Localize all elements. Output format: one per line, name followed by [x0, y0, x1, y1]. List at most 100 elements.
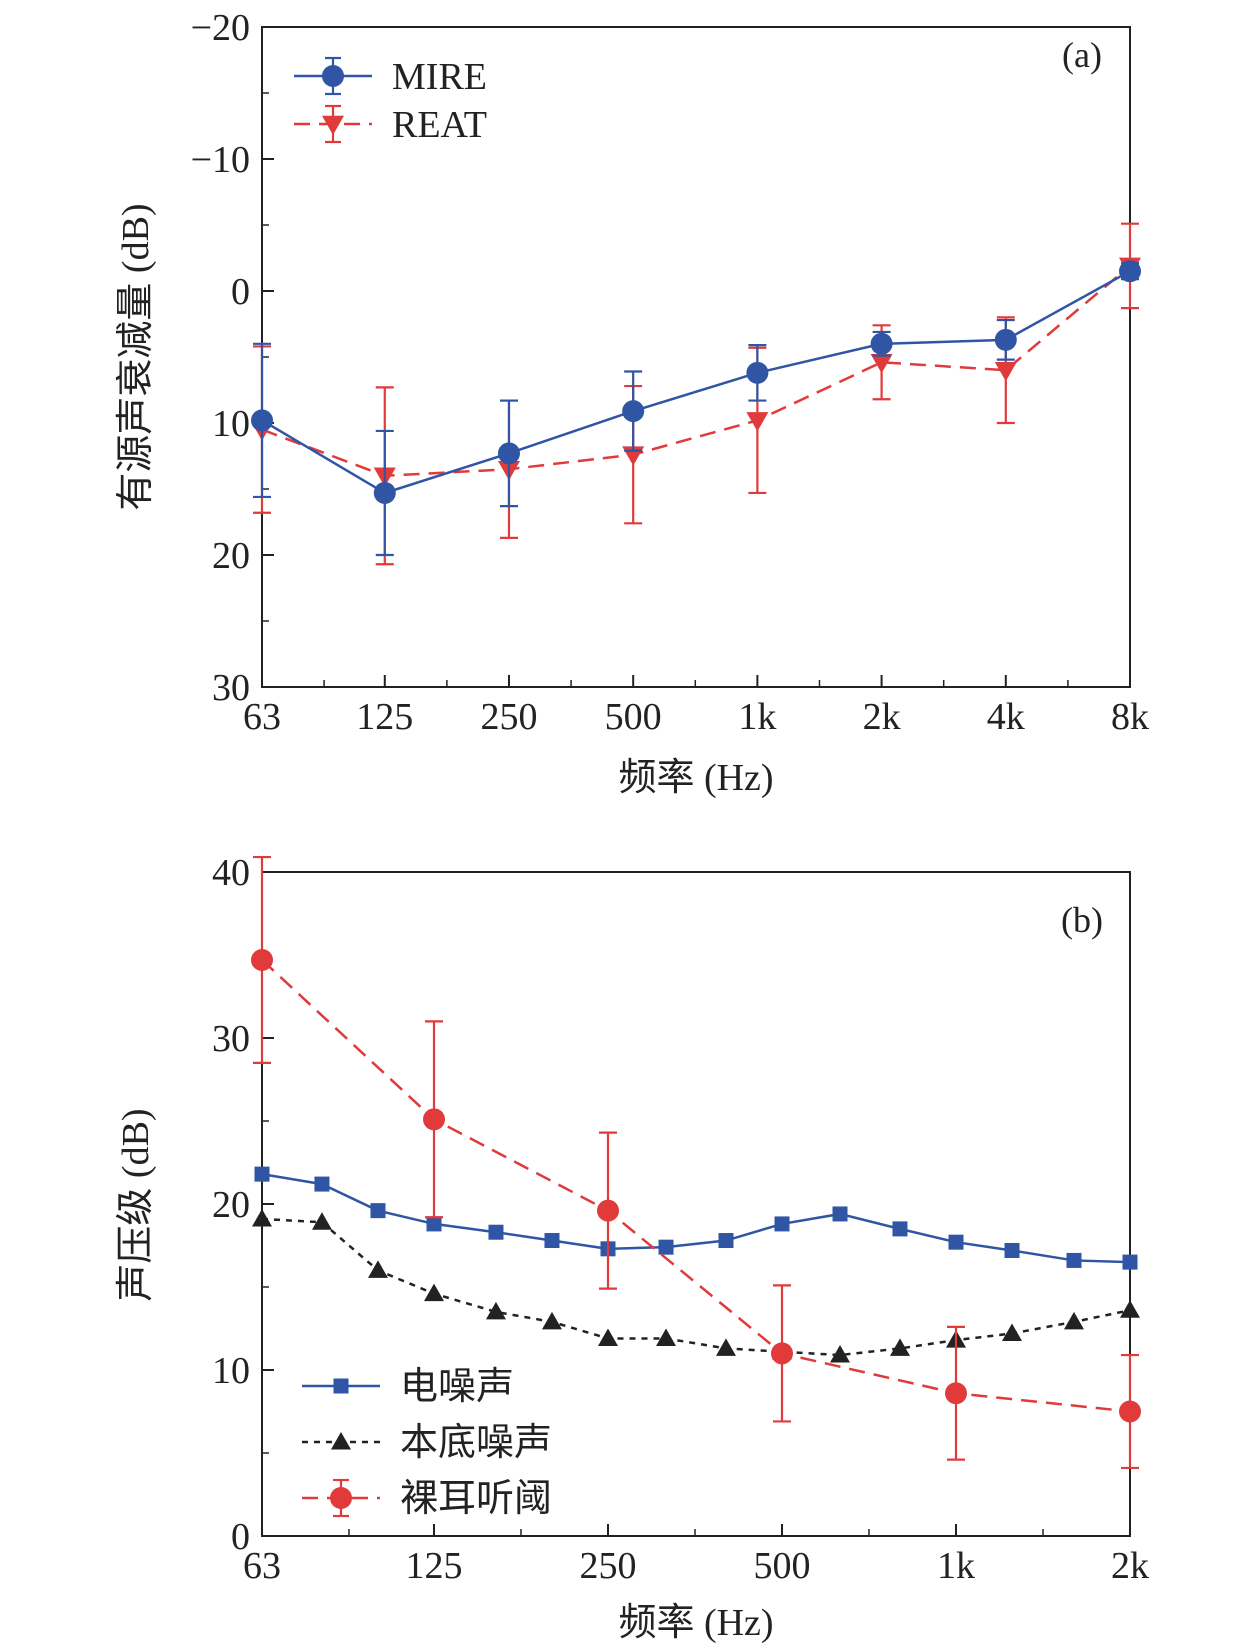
series-mire — [251, 260, 1141, 557]
data-point — [1120, 1300, 1140, 1318]
data-point — [774, 1216, 790, 1232]
data-point — [254, 1166, 270, 1182]
x-tick-label-a: 4k — [987, 696, 1025, 738]
data-point — [373, 481, 396, 504]
legend-a: MIRE REAT — [294, 56, 487, 146]
data-point — [1066, 1252, 1082, 1268]
series-2 — [251, 855, 1141, 1470]
data-point — [746, 361, 769, 384]
series-line-reat — [261, 264, 1131, 478]
data-point — [832, 1206, 848, 1222]
series-line — [261, 959, 1131, 1413]
data-point — [718, 1233, 734, 1249]
data-point — [497, 442, 520, 465]
data-point — [422, 1108, 445, 1131]
legend-label: REAT — [392, 104, 487, 146]
data-point — [948, 1234, 964, 1250]
data-point — [770, 1342, 793, 1365]
series-1 — [252, 1208, 1140, 1363]
legend-label: MIRE — [392, 56, 487, 98]
x-tick-label-a: 1k — [738, 696, 776, 738]
data-point — [423, 1283, 444, 1302]
data-point — [994, 328, 1017, 351]
x-axis-label-a: 频率 (Hz) — [618, 757, 773, 799]
x-tick-label-b: 125 — [405, 1545, 462, 1587]
panel-label-b: (b) — [1061, 900, 1103, 940]
data-point — [622, 400, 645, 423]
data-point — [1119, 260, 1141, 283]
panel-label-a: (a) — [1062, 35, 1102, 75]
y-tick-label-a: 30 — [212, 667, 250, 709]
data-point — [370, 1203, 386, 1219]
data-point — [485, 1301, 506, 1320]
x-tick-label-b: 1k — [937, 1545, 975, 1587]
data-point — [656, 1328, 677, 1346]
y-tick-label-a: −10 — [191, 139, 250, 181]
legend-item: MIRE — [294, 56, 487, 98]
y-tick-label-b: 20 — [212, 1184, 250, 1226]
data-point — [251, 948, 273, 971]
data-point — [944, 1382, 967, 1405]
data-point — [252, 1208, 272, 1227]
legend-label: 本底噪声 — [400, 1422, 552, 1464]
y-axis-label-b: 声压级 (dB) — [115, 1108, 157, 1301]
data-point — [870, 332, 893, 355]
y-tick-label-a: −20 — [191, 7, 250, 49]
x-tick-label-a: 250 — [480, 696, 537, 738]
legend-marker — [333, 1378, 349, 1394]
x-tick-label-a: 500 — [605, 696, 662, 738]
legend-marker — [330, 1487, 352, 1509]
data-point — [870, 354, 893, 374]
y-tick-label-a: 10 — [212, 403, 250, 445]
data-point — [746, 412, 769, 432]
series-line — [261, 1217, 1131, 1357]
data-point — [314, 1176, 330, 1192]
data-point — [889, 1338, 910, 1356]
data-point — [1119, 1400, 1141, 1423]
data-point — [367, 1260, 388, 1278]
y-tick-label-b: 30 — [212, 1018, 250, 1060]
x-tick-label-a: 63 — [243, 696, 281, 738]
data-point — [251, 409, 273, 432]
data-point — [544, 1233, 560, 1249]
y-tick-label-a: 20 — [212, 535, 250, 577]
data-point — [596, 1199, 619, 1222]
data-point — [892, 1221, 908, 1237]
y-axis-label-a: 有源声衰减量 (dB) — [115, 203, 157, 510]
series-line-mire — [261, 270, 1131, 495]
y-tick-label-a: 0 — [231, 271, 250, 313]
legend-item: 裸耳听阈 — [302, 1478, 552, 1520]
x-tick-label-b: 250 — [579, 1545, 636, 1587]
legend-marker — [322, 115, 344, 135]
x-tick-label-b: 500 — [753, 1545, 810, 1587]
x-tick-label-a: 8k — [1111, 696, 1149, 738]
y-tick-label-b: 10 — [212, 1350, 250, 1392]
series-0 — [254, 1166, 1138, 1270]
x-tick-label-b: 2k — [1111, 1545, 1149, 1587]
data-point — [488, 1224, 504, 1240]
x-tick-label-a: 125 — [356, 696, 413, 738]
plot-area-b — [261, 871, 1131, 1537]
data-point — [597, 1328, 618, 1346]
x-axis-label-b: 频率 (Hz) — [618, 1602, 773, 1644]
chart-panel-b: 0 10 20 30 40 63 125 250 500 1k 2k (b) 频率 (Hz) 声压级… — [115, 852, 1149, 1644]
x-tick-label-b: 63 — [243, 1545, 281, 1587]
data-point — [1063, 1311, 1084, 1330]
x-tick-label-a: 2k — [863, 696, 901, 738]
y-tick-label-b: 40 — [212, 852, 250, 894]
data-point — [311, 1212, 332, 1230]
data-point — [426, 1216, 442, 1232]
data-point — [541, 1311, 562, 1330]
legend-marker — [322, 65, 344, 87]
data-point — [715, 1338, 736, 1356]
legend-label: 裸耳听阈 — [400, 1478, 552, 1520]
series-line — [261, 1172, 1131, 1264]
data-point — [1002, 1323, 1023, 1341]
data-point — [658, 1239, 674, 1255]
data-point — [1122, 1254, 1138, 1270]
legend-label: 电噪声 — [400, 1366, 514, 1408]
data-point — [994, 361, 1017, 382]
